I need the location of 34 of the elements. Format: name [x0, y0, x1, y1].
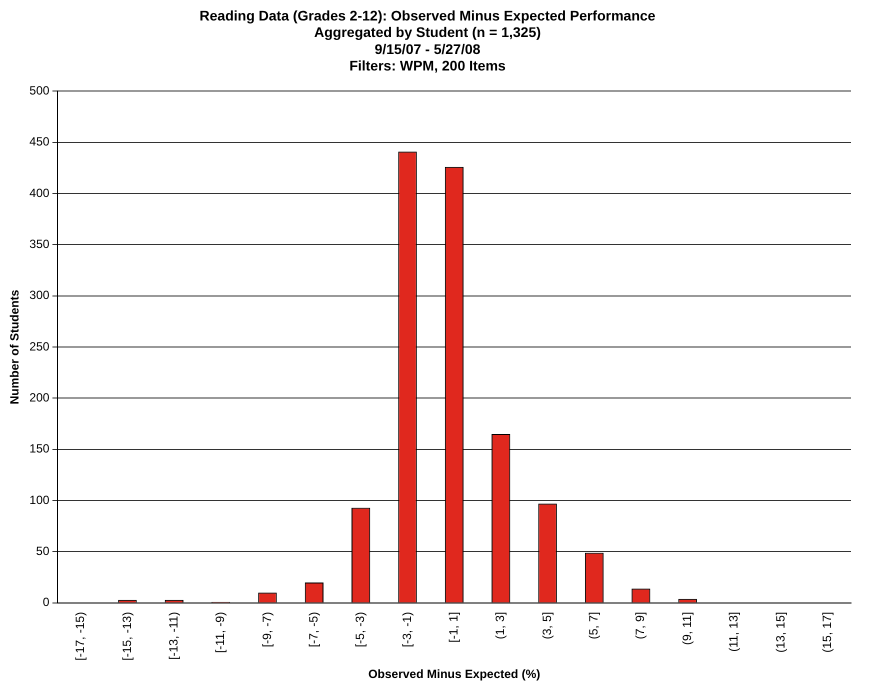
- y-tick-label: 50: [36, 544, 50, 558]
- y-tick-label: 150: [29, 442, 50, 456]
- x-tick-label: [-13, -11): [166, 612, 180, 660]
- x-tick-label: (1, 3]: [493, 612, 508, 640]
- x-tick-label: (9, 11]: [680, 612, 694, 646]
- x-tick-label: [-15, -13): [120, 612, 134, 661]
- y-axis-title: Number of Students: [8, 289, 22, 404]
- y-tick-label: 400: [29, 186, 50, 200]
- x-axis-title: Observed Minus Expected (%): [368, 667, 540, 682]
- y-tick-label: 450: [29, 134, 50, 149]
- y-tick-label: 100: [29, 492, 50, 507]
- y-tick-label: 0: [42, 595, 50, 610]
- x-tick-label: (3, 5]: [540, 612, 554, 640]
- x-tick-label: (11, 13]: [726, 612, 741, 652]
- x-tick-label: [-1, 1]: [446, 612, 461, 643]
- x-tick-label: [-11, -9): [213, 612, 228, 654]
- x-tick-label: [-9, -7): [260, 612, 274, 648]
- x-tick-label: (13, 15]: [773, 612, 788, 653]
- text: Reading Data (Grades 2-12): Observed Minus Expected Performance: [200, 7, 656, 24]
- x-tick-label: [-3, -1): [400, 612, 414, 648]
- x-tick-label: [-7, -5): [306, 612, 320, 648]
- y-tick-label: 350: [29, 237, 50, 252]
- y-tick-label: 250: [29, 339, 50, 354]
- text: Aggregated by Student (n = 1,325): [314, 24, 541, 40]
- x-tick-label: (5, 7]: [586, 612, 601, 640]
- x-tick-label: [-17, -15): [73, 612, 88, 661]
- text: 9/15/07 - 5/27/08: [374, 40, 480, 57]
- text: Filters: WPM, 200 Items: [349, 58, 506, 74]
- x-tick-label: [-5, -3): [353, 612, 368, 648]
- y-tick-label: 500: [29, 84, 50, 98]
- x-tick-label: (15, 17]: [820, 612, 834, 653]
- x-tick-label: (7, 9]: [633, 612, 648, 640]
- y-tick-label: 200: [29, 390, 50, 405]
- y-tick-label: 300: [29, 288, 50, 302]
